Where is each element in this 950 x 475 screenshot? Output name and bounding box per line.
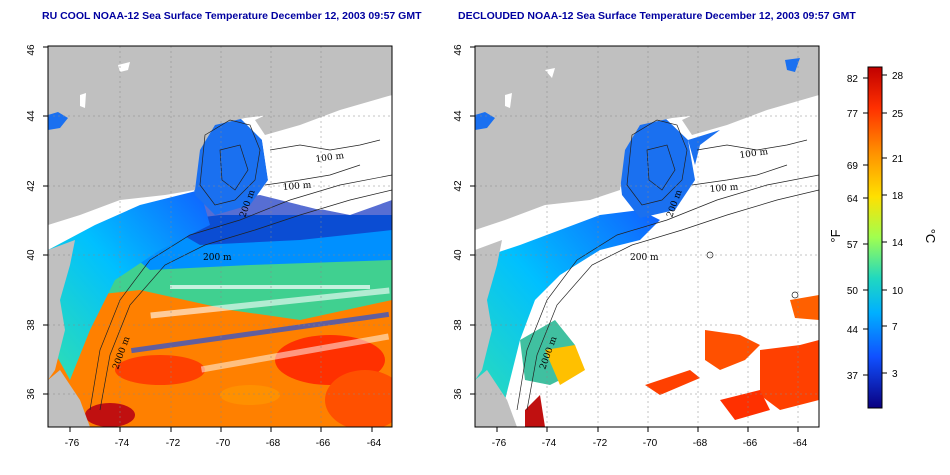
left-contour-label: 100 m bbox=[315, 151, 345, 165]
right-land-coast bbox=[475, 240, 502, 380]
left-land-north bbox=[48, 46, 392, 225]
right-axis-ticks bbox=[470, 46, 799, 432]
left-axis-ticks bbox=[43, 46, 373, 432]
colorbar-gradient bbox=[867, 66, 883, 409]
right-contour-label: 200 m bbox=[630, 253, 659, 263]
right-lon-tick: -76 bbox=[492, 438, 507, 449]
right-gulf-of-maine bbox=[618, 118, 695, 218]
colorbar-f-tick: 37 bbox=[847, 371, 859, 382]
right-lon-tick: -64 bbox=[793, 438, 808, 449]
left-land-coast bbox=[48, 240, 75, 380]
colorbar-c-tick: 28 bbox=[892, 71, 904, 82]
colorbar: 82 77 69 64 57 50 44 37 28 25 21 18 14 1… bbox=[828, 66, 938, 409]
left-map-frame bbox=[47, 45, 393, 428]
right-lon-tick: -68 bbox=[693, 438, 708, 449]
colorbar-f-label: °F bbox=[828, 229, 843, 242]
colorbar-c-tick: 10 bbox=[892, 286, 904, 297]
left-lon-tick: -64 bbox=[367, 438, 382, 449]
colorbar-f-tick: 82 bbox=[847, 74, 859, 85]
left-bathymetry-contours bbox=[89, 119, 392, 411]
left-lon-tick: -70 bbox=[216, 438, 231, 449]
left-lat-tick: 40 bbox=[26, 249, 37, 261]
right-lon-tick: -70 bbox=[643, 438, 658, 449]
left-shelf-water bbox=[48, 190, 210, 380]
left-lon-tick: -72 bbox=[166, 438, 181, 449]
right-warm-patch bbox=[705, 330, 760, 370]
left-lat-tick: 46 bbox=[26, 44, 37, 56]
right-lat-tick: 38 bbox=[453, 319, 464, 331]
left-lon-tick: -68 bbox=[266, 438, 281, 449]
right-grid bbox=[475, 46, 819, 427]
left-contour-label: 100 m bbox=[282, 180, 312, 192]
right-lon-tick: -72 bbox=[593, 438, 608, 449]
colorbar-c-tick: 7 bbox=[892, 322, 898, 333]
colorbar-c-tick: 21 bbox=[892, 154, 904, 165]
left-lon-tick: -74 bbox=[115, 438, 130, 449]
colorbar-f-tick: 77 bbox=[847, 109, 859, 120]
left-map: 100 m 100 m 200 m 200 m 2000 m bbox=[48, 46, 392, 427]
right-land-north bbox=[475, 46, 819, 230]
colorbar-f-tick: 69 bbox=[847, 161, 859, 172]
left-warm-patch bbox=[115, 355, 205, 385]
colorbar-c-tick: 14 bbox=[892, 238, 904, 249]
colorbar-c-tick: 18 bbox=[892, 191, 904, 202]
left-lat-tick: 42 bbox=[26, 180, 37, 192]
right-panel-title: DECLOUDED NOAA-12 Sea Surface Temperatur… bbox=[458, 10, 856, 22]
right-map: 100 m 100 m 200 m 200 m 2000 m bbox=[475, 46, 819, 427]
right-lat-tick: 46 bbox=[453, 44, 464, 56]
colorbar-c-tick: 3 bbox=[892, 369, 898, 380]
left-grid bbox=[48, 46, 392, 427]
colorbar-c-tick: 25 bbox=[892, 109, 904, 120]
right-contour-label: 100 m bbox=[709, 182, 739, 194]
right-lat-tick: 42 bbox=[453, 180, 464, 192]
right-lat-tick: 40 bbox=[453, 249, 464, 261]
right-shelf-water bbox=[475, 210, 660, 427]
left-gulf-of-maine bbox=[190, 118, 268, 215]
right-contour-label: 100 m bbox=[739, 147, 769, 161]
left-lat-tick: 44 bbox=[26, 110, 37, 122]
left-lat-tick: 38 bbox=[26, 319, 37, 331]
right-warm-water bbox=[545, 345, 585, 385]
right-bathymetry-contours bbox=[516, 119, 819, 411]
colorbar-f-tick: 50 bbox=[847, 286, 859, 297]
right-lat-tick: 36 bbox=[453, 388, 464, 400]
left-lon-tick: -66 bbox=[316, 438, 331, 449]
colorbar-f-tick: 44 bbox=[847, 325, 859, 336]
left-lat-tick: 36 bbox=[26, 388, 37, 400]
right-lon-tick: -74 bbox=[542, 438, 557, 449]
colorbar-f-tick: 57 bbox=[847, 240, 859, 251]
right-map-frame bbox=[474, 45, 820, 428]
colorbar-c-label: °C bbox=[923, 229, 938, 244]
right-lat-tick: 44 bbox=[453, 110, 464, 122]
right-lon-tick: -66 bbox=[743, 438, 758, 449]
left-panel-title: RU COOL NOAA-12 Sea Surface Temperature … bbox=[42, 10, 422, 22]
left-lon-tick: -76 bbox=[65, 438, 80, 449]
colorbar-f-tick: 64 bbox=[847, 194, 859, 205]
left-contour-label: 200 m bbox=[203, 253, 232, 263]
